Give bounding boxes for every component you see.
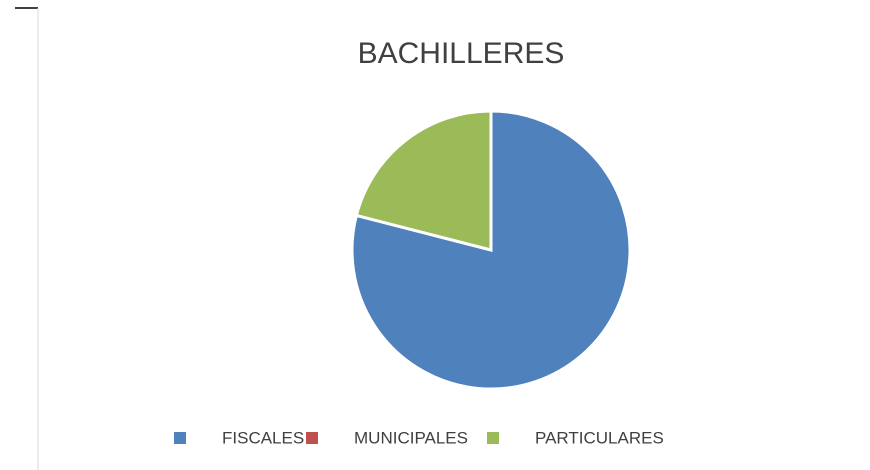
legend-swatch [174,432,186,444]
legend-label: MUNICIPALES [354,428,468,447]
legend-label: PARTICULARES [535,428,664,447]
pie-slice [354,109,493,252]
legend-label: FISCALES [222,428,304,447]
legend-swatch [306,432,318,444]
legend-swatch [487,432,499,444]
chart-title: BACHILLERES [358,37,565,70]
